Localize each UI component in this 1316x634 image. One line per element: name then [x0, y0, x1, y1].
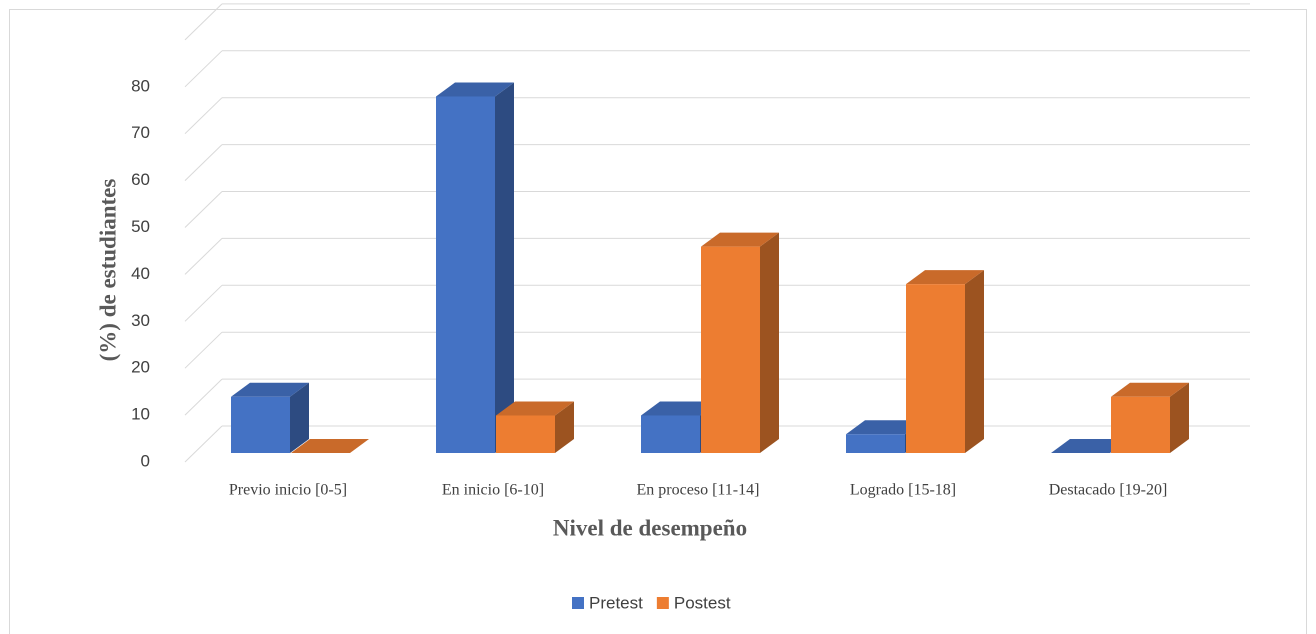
grid-line: [184, 97, 223, 135]
bar-top: [231, 382, 309, 397]
grid-line: [184, 331, 223, 369]
bar-top: [906, 270, 984, 285]
legend-swatch: [572, 597, 584, 609]
grid-line: [184, 50, 223, 88]
y-tick-label: 20: [131, 358, 150, 377]
y-axis-title: (%) de estudiantes: [95, 179, 120, 362]
bar-front: [496, 415, 555, 453]
x-tick-label: En inicio [6-10]: [442, 482, 544, 499]
bar: [496, 401, 574, 453]
y-tick-label: 70: [131, 123, 150, 142]
legend-label: Pretest: [589, 593, 643, 612]
bar-top: [846, 420, 924, 435]
bar-front: [641, 415, 700, 453]
bar-side: [290, 382, 309, 453]
grid-line: [184, 378, 223, 416]
x-tick-label: Destacado [19-20]: [1049, 482, 1168, 499]
bar-side: [760, 232, 779, 453]
bar: [1051, 439, 1129, 453]
bar-front: [846, 434, 905, 453]
x-tick-label: Logrado [15-18]: [850, 482, 956, 499]
bar-side: [1170, 382, 1189, 453]
bar-top: [701, 232, 779, 247]
bar-side: [555, 401, 574, 453]
bar-top: [291, 439, 369, 453]
bar: [291, 439, 369, 453]
y-tick-label: 80: [131, 76, 150, 95]
chart-border: [9, 9, 1307, 634]
x-tick-label: Previo inicio [0-5]: [229, 482, 347, 499]
bar-side: [495, 82, 514, 453]
grid-line: [184, 144, 223, 181]
bar-top: [1111, 382, 1189, 397]
bar-front: [906, 284, 965, 453]
bar-side: [965, 270, 984, 453]
bar: [906, 270, 984, 453]
bar-top: [436, 82, 514, 97]
grid-line: [184, 191, 223, 228]
bar-front: [1111, 396, 1170, 453]
bar: [436, 82, 514, 453]
grid-line: [184, 238, 223, 275]
y-tick-label: 40: [131, 264, 150, 283]
y-tick-label: 0: [141, 451, 150, 470]
legend-swatch: [656, 597, 669, 609]
bar: [701, 232, 779, 453]
y-tick-label: 60: [131, 170, 150, 189]
grid-line: [184, 3, 223, 41]
grid-line: [184, 425, 223, 463]
bar-front: [436, 96, 495, 453]
x-axis-title: Nivel de desempeño: [553, 515, 747, 540]
bar-top: [1051, 439, 1129, 453]
bar: [1111, 382, 1189, 453]
legend-label: Postest: [674, 593, 731, 612]
y-tick-label: 30: [131, 311, 150, 330]
x-tick-label: En proceso [11-14]: [637, 482, 760, 499]
bar-front: [701, 246, 760, 453]
bar-top: [496, 401, 574, 416]
bar: [231, 382, 309, 453]
bar-front: [231, 396, 290, 453]
y-tick-label: 10: [131, 405, 150, 424]
y-tick-label: 50: [131, 217, 150, 236]
bar-top: [641, 401, 719, 416]
grid-line: [184, 284, 223, 322]
